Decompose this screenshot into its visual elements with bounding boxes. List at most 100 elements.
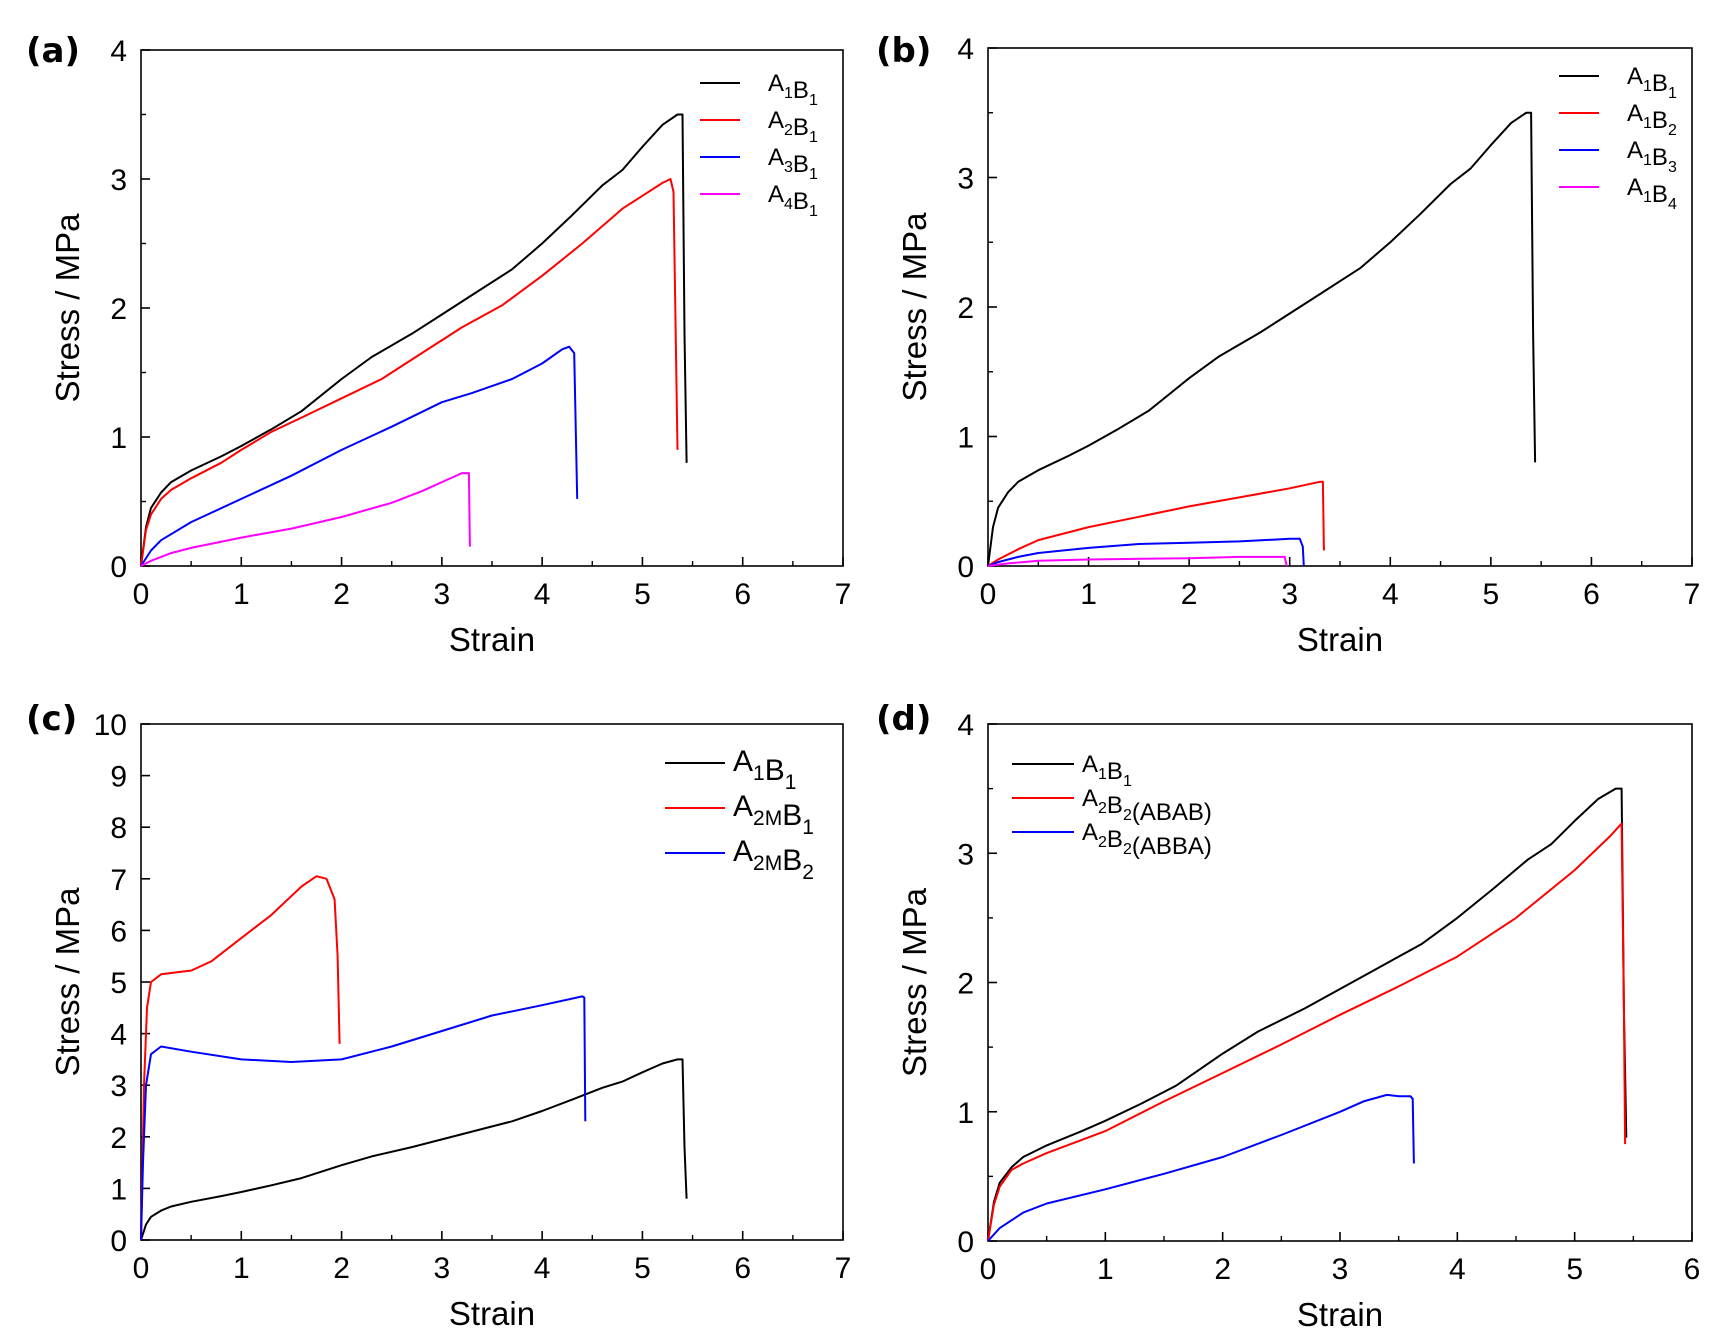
series-line-1 — [140, 875, 341, 1241]
legend-label-2: A1B3 — [1627, 137, 1677, 176]
y-axis-title: Stress / MPa — [896, 887, 933, 1077]
x-tick-label: 4 — [534, 578, 551, 611]
chart-panel-c: (c) 0 1 2 3 4 5 6 7 0 1 2 3 4 5 6 7 8 9 10 Strain Stress / MP… — [26, 699, 851, 1332]
legend-label-3: A1B4 — [1627, 174, 1677, 213]
series-line-3 — [140, 472, 471, 567]
x-tick-label: 7 — [1684, 578, 1701, 611]
y-tick-label: 2 — [110, 1122, 127, 1155]
legend-label-1: A2B2(ABAB) — [1082, 785, 1212, 826]
x-tick-label: 6 — [1583, 578, 1600, 611]
x-tick-label: 6 — [734, 578, 751, 611]
series-line-3 — [987, 555, 1288, 567]
x-tick-label: 1 — [1080, 578, 1097, 611]
y-axis-title: Stress / MPa — [896, 212, 933, 402]
legend-label-0: A1B1 — [1627, 63, 1677, 102]
panel-label: (d) — [876, 699, 931, 739]
series-line-2 — [140, 345, 579, 567]
x-tick-label: 6 — [734, 1252, 751, 1285]
y-tick-label: 6 — [110, 915, 127, 948]
y-tick-label: 1 — [110, 1173, 127, 1206]
series-line-0 — [987, 787, 1628, 1242]
x-tick-label: 4 — [534, 1252, 551, 1285]
series-line-0 — [140, 1058, 688, 1241]
x-tick-label: 4 — [1449, 1253, 1466, 1286]
y-tick-label: 3 — [957, 838, 974, 871]
legend-label-2: A3B1 — [768, 144, 818, 183]
x-tick-label: 7 — [835, 1252, 852, 1285]
series-line-1 — [987, 480, 1325, 567]
legend-label-0: A1B1 — [1082, 751, 1132, 790]
legend-label-1: A1B2 — [1627, 100, 1677, 139]
y-tick-label: 3 — [957, 163, 974, 196]
y-tick-label: 4 — [957, 709, 974, 742]
y-tick-label: 0 — [110, 551, 127, 584]
y-tick-label: 5 — [110, 967, 127, 1000]
x-tick-label: 3 — [434, 1252, 451, 1285]
legend-label-1: A2B1 — [768, 107, 818, 146]
y-tick-label: 9 — [110, 761, 127, 794]
series-line-1 — [987, 822, 1627, 1242]
y-tick-label: 1 — [957, 422, 974, 455]
y-tick-label: 7 — [110, 864, 127, 897]
y-tick-label: 8 — [110, 812, 127, 845]
legend-label-2: A2B2(ABBA) — [1082, 819, 1212, 860]
x-tick-label: 5 — [634, 578, 651, 611]
x-tick-label: 0 — [133, 578, 150, 611]
legend-label-2: A2MB2 — [733, 835, 814, 884]
y-tick-label: 2 — [957, 968, 974, 1001]
x-axis-title: Strain — [449, 1295, 535, 1332]
x-tick-label: 2 — [333, 1252, 350, 1285]
series-line-2 — [987, 537, 1305, 567]
x-tick-label: 3 — [434, 578, 451, 611]
x-tick-label: 6 — [1684, 1253, 1701, 1286]
x-tick-label: 5 — [1566, 1253, 1583, 1286]
legend-label-0: A1B1 — [733, 745, 796, 794]
y-tick-label: 0 — [957, 551, 974, 584]
y-tick-label: 1 — [957, 1097, 974, 1130]
y-tick-label: 4 — [957, 33, 974, 66]
series-line-2 — [140, 995, 587, 1241]
x-tick-label: 2 — [333, 578, 350, 611]
x-tick-label: 2 — [1181, 578, 1198, 611]
x-tick-label: 0 — [133, 1252, 150, 1285]
x-tick-label: 1 — [233, 578, 250, 611]
y-tick-label: 3 — [110, 164, 127, 197]
x-axis-title: Strain — [1297, 621, 1383, 658]
legend-label-1: A2MB1 — [733, 790, 814, 839]
series-line-0 — [140, 113, 688, 567]
y-tick-label: 4 — [110, 1019, 127, 1052]
plot-frame — [987, 47, 1693, 567]
x-tick-label: 4 — [1382, 578, 1399, 611]
y-axis-title: Stress / MPa — [49, 887, 86, 1077]
y-tick-label: 4 — [110, 35, 127, 68]
y-tick-label: 1 — [110, 422, 127, 455]
y-tick-label: 3 — [110, 1070, 127, 1103]
y-tick-label: 0 — [957, 1226, 974, 1259]
x-tick-label: 3 — [1332, 1253, 1349, 1286]
y-tick-label: 10 — [94, 709, 127, 742]
x-axis-title: Strain — [449, 621, 535, 658]
x-tick-label: 7 — [835, 578, 852, 611]
x-tick-label: 0 — [980, 1253, 997, 1286]
y-tick-label: 0 — [110, 1225, 127, 1258]
series-line-2 — [987, 1093, 1415, 1242]
y-tick-label: 2 — [957, 292, 974, 325]
chart-panel-a: (a) 0 1 2 3 4 5 6 7 0 1 2 3 4 Strain Stress / MPa A1B1A2… — [26, 31, 851, 658]
x-tick-label: 5 — [1483, 578, 1500, 611]
legend-label-3: A4B1 — [768, 181, 818, 220]
panel-label: (c) — [26, 699, 77, 739]
y-tick-label: 2 — [110, 293, 127, 326]
x-tick-label: 1 — [233, 1252, 250, 1285]
x-tick-label: 0 — [980, 578, 997, 611]
plot-frame — [140, 49, 844, 567]
x-tick-label: 5 — [634, 1252, 651, 1285]
x-tick-label: 1 — [1097, 1253, 1114, 1286]
legend-label-0: A1B1 — [768, 70, 818, 109]
x-tick-label: 3 — [1281, 578, 1298, 611]
